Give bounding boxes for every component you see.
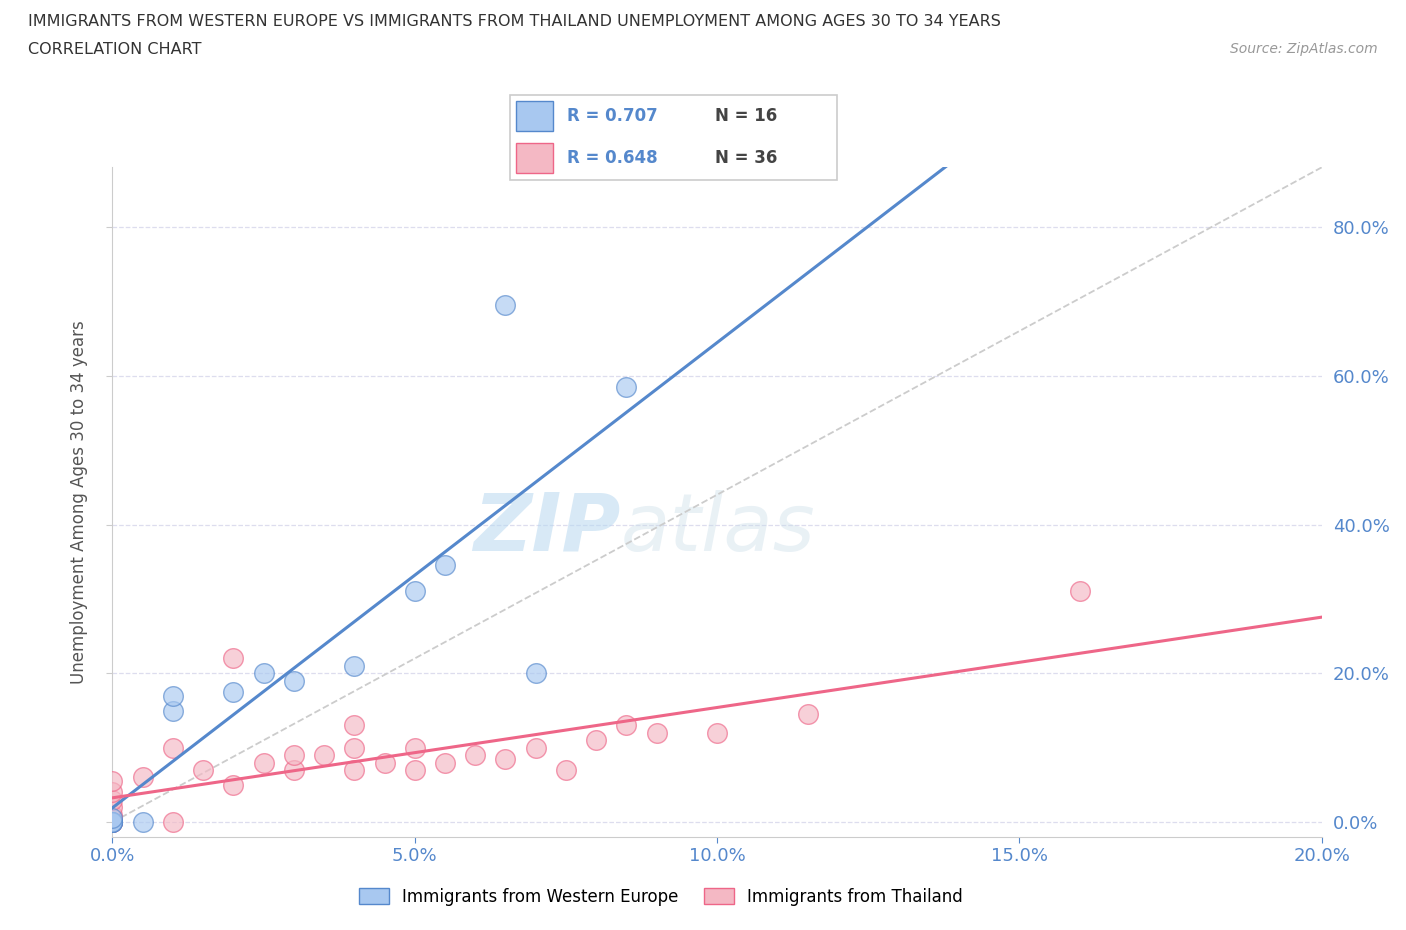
Point bbox=[101, 811, 124, 826]
Point bbox=[616, 379, 638, 394]
Point bbox=[524, 666, 547, 681]
Text: N = 16: N = 16 bbox=[716, 107, 778, 125]
Point bbox=[101, 807, 124, 822]
Point bbox=[796, 707, 818, 722]
Point bbox=[253, 755, 276, 770]
Point bbox=[524, 740, 547, 755]
Point bbox=[343, 718, 366, 733]
Text: Source: ZipAtlas.com: Source: ZipAtlas.com bbox=[1230, 42, 1378, 56]
Point bbox=[433, 755, 456, 770]
Point bbox=[314, 748, 336, 763]
Text: N = 36: N = 36 bbox=[716, 150, 778, 167]
Point bbox=[222, 684, 245, 699]
Point bbox=[162, 815, 184, 830]
Point bbox=[101, 815, 124, 830]
Text: CORRELATION CHART: CORRELATION CHART bbox=[28, 42, 201, 57]
Point bbox=[132, 770, 155, 785]
Text: atlas: atlas bbox=[620, 490, 815, 568]
Y-axis label: Unemployment Among Ages 30 to 34 years: Unemployment Among Ages 30 to 34 years bbox=[70, 320, 89, 684]
Point bbox=[464, 748, 486, 763]
Point bbox=[162, 703, 184, 718]
Point bbox=[101, 785, 124, 800]
Point bbox=[495, 298, 517, 312]
Point bbox=[495, 751, 517, 766]
Text: IMMIGRANTS FROM WESTERN EUROPE VS IMMIGRANTS FROM THAILAND UNEMPLOYMENT AMONG AG: IMMIGRANTS FROM WESTERN EUROPE VS IMMIGR… bbox=[28, 14, 1001, 29]
Point bbox=[404, 740, 426, 755]
Legend: Immigrants from Western Europe, Immigrants from Thailand: Immigrants from Western Europe, Immigran… bbox=[353, 881, 969, 912]
Point bbox=[101, 774, 124, 789]
Point bbox=[1069, 584, 1091, 599]
Point bbox=[162, 688, 184, 703]
Point bbox=[101, 815, 124, 830]
Text: ZIP: ZIP bbox=[472, 490, 620, 568]
Point bbox=[101, 815, 124, 830]
Point bbox=[433, 558, 456, 573]
Point bbox=[645, 725, 668, 740]
Point bbox=[162, 740, 184, 755]
Point bbox=[404, 584, 426, 599]
FancyBboxPatch shape bbox=[509, 95, 837, 179]
Point bbox=[283, 673, 305, 688]
Text: R = 0.707: R = 0.707 bbox=[567, 107, 658, 125]
Point bbox=[404, 763, 426, 777]
Point bbox=[283, 763, 305, 777]
Point bbox=[283, 748, 305, 763]
Point bbox=[706, 725, 728, 740]
Point bbox=[343, 740, 366, 755]
Point bbox=[101, 800, 124, 815]
Point bbox=[253, 666, 276, 681]
Point bbox=[616, 718, 638, 733]
Point bbox=[222, 777, 245, 792]
Point bbox=[554, 763, 576, 777]
Point bbox=[343, 658, 366, 673]
Point bbox=[101, 811, 124, 826]
Point bbox=[101, 815, 124, 830]
FancyBboxPatch shape bbox=[516, 101, 554, 131]
Point bbox=[101, 792, 124, 807]
Point bbox=[585, 733, 607, 748]
Point bbox=[191, 763, 214, 777]
FancyBboxPatch shape bbox=[516, 143, 554, 173]
Point bbox=[132, 815, 155, 830]
Point bbox=[101, 815, 124, 830]
Point bbox=[101, 815, 124, 830]
Point bbox=[222, 651, 245, 666]
Point bbox=[101, 815, 124, 830]
Point bbox=[374, 755, 396, 770]
Text: R = 0.648: R = 0.648 bbox=[567, 150, 658, 167]
Point bbox=[343, 763, 366, 777]
